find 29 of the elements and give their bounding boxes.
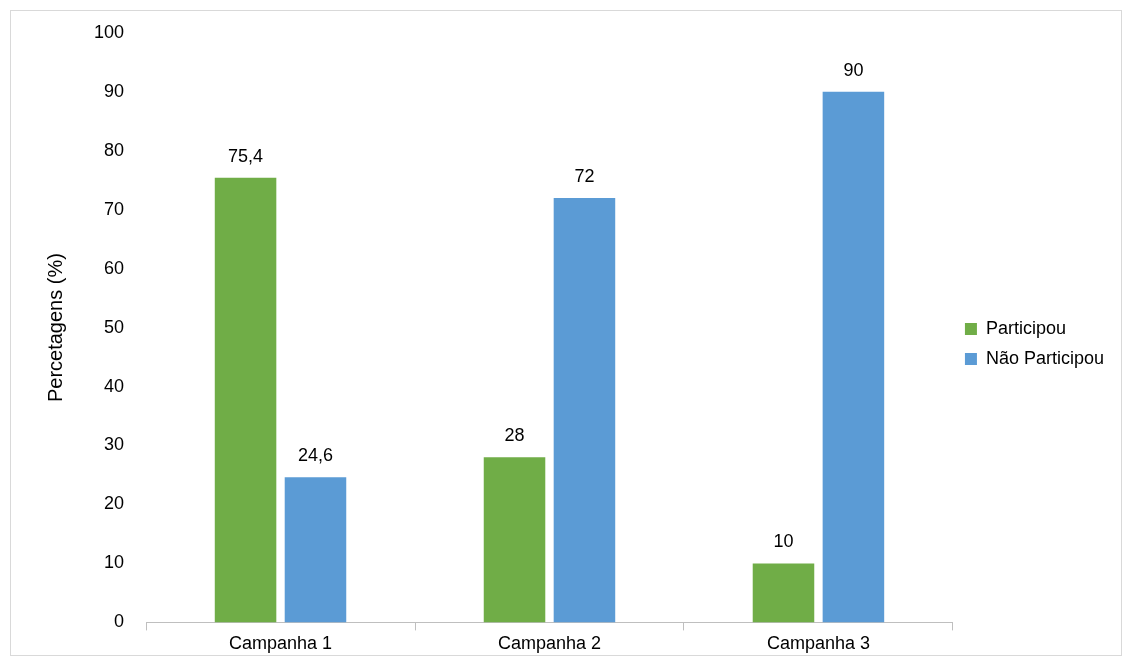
y-tick-label: 50: [104, 316, 125, 337]
legend-label: Não Participou: [985, 347, 1105, 368]
data-label: 24,6: [297, 445, 334, 466]
bar: [822, 91, 885, 623]
y-tick-label: 10: [104, 552, 125, 573]
bar: [284, 477, 347, 623]
data-label: 28: [504, 425, 525, 446]
y-tick-label: 70: [104, 198, 125, 219]
data-label: 10: [773, 531, 794, 552]
y-tick-label: 80: [104, 139, 125, 160]
x-tick-label: Campanha 3: [766, 633, 870, 654]
legend-label: Participou: [985, 317, 1066, 338]
y-axis-title: Percetagens (%): [43, 253, 66, 403]
data-label: 72: [574, 165, 595, 186]
data-label: 90: [843, 59, 864, 80]
y-tick-label: 60: [104, 257, 125, 278]
bar: [483, 457, 546, 623]
y-tick-label: 40: [104, 375, 125, 396]
y-tick-label: 100: [93, 21, 125, 42]
y-tick-label: 20: [104, 493, 125, 514]
x-tick-label: Campanha 1: [228, 633, 333, 654]
y-tick-label: 90: [104, 80, 125, 101]
data-label: 75,4: [228, 145, 264, 166]
bar: [752, 563, 815, 623]
x-tick-label: Campanha 2: [497, 633, 602, 654]
bar: [214, 177, 277, 623]
bar: [553, 197, 616, 623]
y-tick-label: 30: [104, 434, 125, 455]
y-tick-label: 0: [114, 611, 125, 632]
